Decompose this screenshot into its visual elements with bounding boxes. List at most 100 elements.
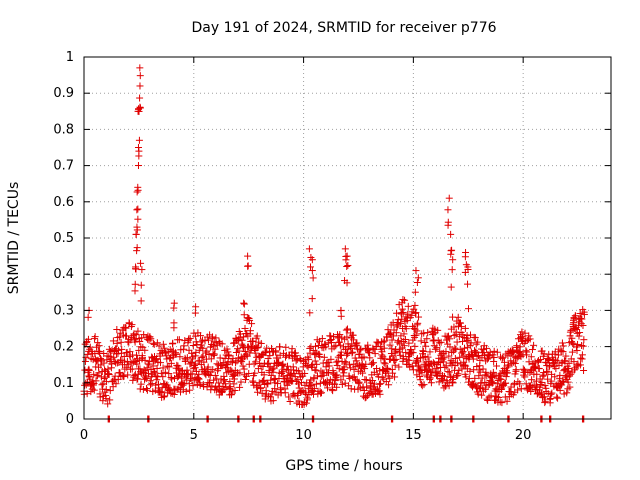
data-point [418, 382, 426, 390]
data-point [494, 380, 502, 388]
data-point [494, 376, 502, 384]
data-point [411, 342, 419, 350]
data-point [135, 147, 143, 155]
data-point [327, 339, 335, 347]
data-point [197, 338, 205, 346]
data-point [189, 382, 197, 390]
data-point [260, 371, 268, 379]
plot-border [83, 56, 612, 420]
data-point [525, 332, 533, 340]
data-point [396, 351, 404, 359]
data-point [379, 338, 387, 346]
data-point [253, 332, 261, 340]
data-point [106, 387, 114, 395]
data-point [449, 313, 457, 321]
data-point [266, 393, 274, 401]
data-point [106, 396, 114, 404]
data-point [210, 376, 218, 384]
data-point [395, 337, 403, 345]
y-tick-label: 0 [66, 412, 74, 427]
data-point [157, 369, 165, 377]
data-point [400, 330, 408, 338]
data-point [135, 105, 143, 113]
data-point [283, 381, 291, 389]
data-point [309, 346, 317, 354]
data-point [441, 363, 449, 371]
data-point [153, 339, 161, 347]
data-point [95, 369, 103, 377]
data-point [580, 336, 588, 344]
data-point [133, 206, 141, 214]
data-point [141, 373, 149, 381]
data-point [386, 374, 394, 382]
data-point [175, 336, 183, 344]
data-point [369, 344, 377, 352]
data-point [399, 355, 407, 363]
data-point [488, 373, 496, 381]
data-point [152, 372, 160, 380]
data-point [413, 321, 421, 329]
data-point [152, 381, 160, 389]
data-point [293, 356, 301, 364]
data-point [411, 301, 419, 309]
data-point [473, 352, 481, 360]
data-point [123, 357, 131, 365]
data-point [134, 215, 142, 223]
data-point [562, 352, 570, 360]
data-point [314, 372, 322, 380]
y-tick-label: 0.2 [53, 340, 74, 355]
data-point [528, 376, 536, 384]
data-point [216, 354, 224, 362]
data-point [282, 343, 290, 351]
data-point [157, 389, 165, 397]
data-point [439, 376, 447, 384]
data-point [378, 373, 386, 381]
data-point [394, 316, 402, 324]
data-point [553, 393, 561, 401]
data-point [134, 205, 142, 213]
data-point [192, 332, 200, 340]
data-point [523, 348, 531, 356]
data-point [449, 379, 457, 387]
data-point [500, 358, 508, 366]
data-point [538, 389, 546, 397]
data-point [350, 373, 358, 381]
data-point [579, 321, 587, 329]
data-point [352, 340, 360, 348]
data-point [286, 371, 294, 379]
data-point [124, 361, 132, 369]
data-point [278, 361, 286, 369]
data-point [559, 377, 567, 385]
data-point [381, 337, 389, 345]
data-point [416, 376, 424, 384]
data-point [530, 341, 538, 349]
data-point [426, 348, 434, 356]
data-point [185, 380, 193, 388]
data-point [343, 262, 351, 270]
data-point [253, 344, 261, 352]
data-point [447, 230, 455, 238]
data-point [493, 393, 501, 401]
data-point [558, 339, 566, 347]
data-point [333, 383, 341, 391]
data-point [284, 362, 292, 370]
data-point [116, 333, 124, 341]
x-axis-label: GPS time / hours [285, 458, 402, 474]
data-point [257, 384, 265, 392]
data-point [257, 339, 265, 347]
data-point [433, 344, 441, 352]
data-point [228, 388, 236, 396]
data-point [503, 397, 511, 405]
data-point [494, 393, 502, 401]
data-point [169, 339, 177, 347]
data-point [389, 369, 397, 377]
data-point [464, 265, 472, 273]
data-point [192, 303, 200, 311]
data-point [504, 363, 512, 371]
data-point [377, 380, 385, 388]
data-point [145, 370, 153, 378]
data-point [306, 309, 314, 317]
data-point [110, 353, 118, 361]
data-point [432, 364, 440, 372]
data-point [164, 384, 172, 392]
